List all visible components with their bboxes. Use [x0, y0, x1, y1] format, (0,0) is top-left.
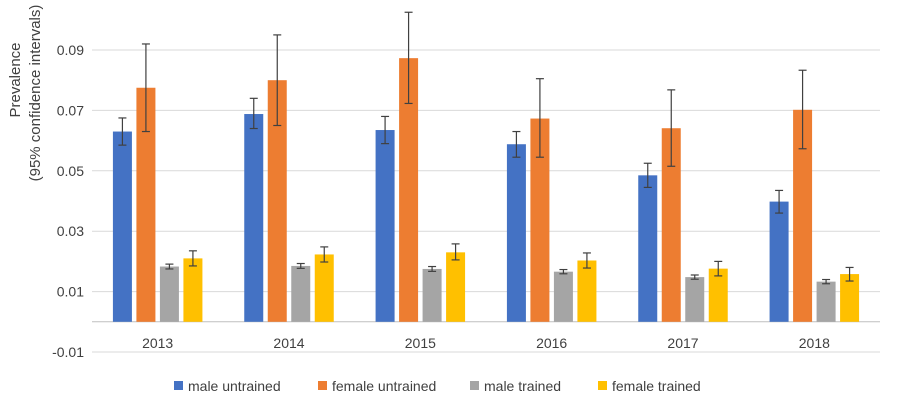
bar-male-untrained-2018 — [769, 201, 789, 322]
error-bar-female-trained-2014 — [320, 246, 329, 263]
bar-female-untrained-2017 — [661, 128, 681, 322]
bar-female-untrained-2016 — [530, 118, 550, 322]
y-axis-label-line1: Prevalence — [7, 42, 24, 117]
y-tick-label: 0.07 — [57, 102, 84, 118]
error-bar-female-trained-2013 — [188, 250, 197, 267]
x-axis-ticks: 2013 2014 2015 2016 2017 2018 — [142, 335, 830, 351]
bar-male-untrained-2015 — [375, 130, 395, 322]
error-bar-male-trained-2014 — [296, 262, 305, 269]
y-axis-label: Prevalence (95% confidence intervals) — [7, 5, 44, 182]
bar-female-untrained-2015 — [399, 58, 419, 322]
error-bar-female-trained-2017 — [714, 260, 723, 277]
error-bar-male-trained-2018 — [822, 278, 831, 285]
error-bar-male-untrained-2014 — [249, 97, 258, 130]
error-bar-male-untrained-2018 — [775, 189, 784, 214]
error-bar-male-trained-2017 — [690, 274, 699, 280]
bar-male-trained-2015 — [422, 268, 442, 322]
bar-female-untrained-2018 — [793, 109, 813, 322]
bar-female-trained-2018 — [840, 274, 860, 322]
legend-label: male untrained — [188, 378, 281, 394]
gridlines — [92, 49, 880, 353]
bar-female-untrained-2014 — [267, 80, 287, 322]
legend-swatch — [174, 381, 183, 390]
y-axis-label-line2: (95% confidence intervals) — [27, 5, 44, 182]
legend-swatch — [470, 381, 479, 390]
legend-item-female-trained: female trained — [598, 378, 701, 394]
error-bar-male-untrained-2017 — [643, 162, 652, 189]
bar-male-untrained-2016 — [506, 144, 526, 322]
bar-male-untrained-2013 — [112, 131, 132, 322]
error-bar-female-trained-2018 — [845, 266, 854, 282]
bar-male-trained-2014 — [291, 265, 311, 322]
bar-male-trained-2017 — [685, 277, 705, 322]
error-bar-female-untrained-2015 — [404, 11, 413, 105]
error-bar-male-trained-2015 — [428, 265, 437, 272]
error-bars — [118, 11, 854, 285]
x-tick-label: 2014 — [273, 335, 304, 351]
y-tick-label: 0.09 — [57, 42, 84, 58]
bar-female-trained-2017 — [708, 268, 728, 322]
y-tick-label: 0.01 — [57, 284, 84, 300]
error-bar-female-untrained-2017 — [667, 89, 676, 167]
error-bar-female-untrained-2014 — [273, 34, 282, 127]
error-bar-female-untrained-2018 — [798, 69, 807, 150]
legend-label: female trained — [612, 378, 701, 394]
x-tick-label: 2015 — [405, 335, 436, 351]
legend-item-female-untrained: female untrained — [318, 378, 436, 394]
error-bar-female-trained-2016 — [582, 252, 591, 269]
bars — [112, 58, 860, 322]
y-tick-label: 0.05 — [57, 163, 84, 179]
bar-female-trained-2015 — [446, 252, 466, 322]
error-bar-male-trained-2013 — [165, 263, 174, 270]
bar-male-trained-2013 — [159, 266, 179, 322]
bar-female-trained-2013 — [183, 258, 203, 322]
bar-female-untrained-2013 — [136, 87, 156, 322]
error-bar-female-untrained-2016 — [535, 78, 544, 158]
y-tick-label: -0.01 — [52, 344, 84, 360]
legend-swatch — [598, 381, 607, 390]
x-tick-label: 2016 — [536, 335, 567, 351]
bar-female-trained-2016 — [577, 260, 597, 322]
error-bar-male-untrained-2013 — [118, 117, 127, 146]
error-bar-male-trained-2016 — [559, 268, 568, 275]
legend-item-male-trained: male trained — [470, 378, 561, 394]
x-tick-label: 2018 — [799, 335, 830, 351]
legend-label: female untrained — [332, 378, 436, 394]
bar-male-untrained-2017 — [638, 175, 658, 322]
x-tick-label: 2013 — [142, 335, 173, 351]
legend-swatch — [318, 381, 327, 390]
y-tick-label: 0.03 — [57, 223, 84, 239]
x-tick-label: 2017 — [667, 335, 698, 351]
bar-male-untrained-2014 — [244, 114, 264, 322]
bar-male-trained-2016 — [553, 271, 573, 322]
y-axis-ticks: -0.01 0.01 0.03 0.05 0.07 0.09 — [52, 42, 84, 360]
error-bar-male-untrained-2016 — [512, 130, 521, 158]
error-bar-male-untrained-2015 — [381, 115, 390, 145]
legend-label: male trained — [484, 378, 561, 394]
legend-item-male-untrained: male untrained — [174, 378, 281, 394]
error-bar-female-untrained-2013 — [141, 43, 150, 133]
bar-female-trained-2014 — [314, 254, 334, 322]
bar-male-trained-2018 — [816, 281, 836, 322]
legend: male untrained female untrained male train… — [174, 378, 701, 394]
error-bar-female-trained-2015 — [451, 243, 460, 261]
